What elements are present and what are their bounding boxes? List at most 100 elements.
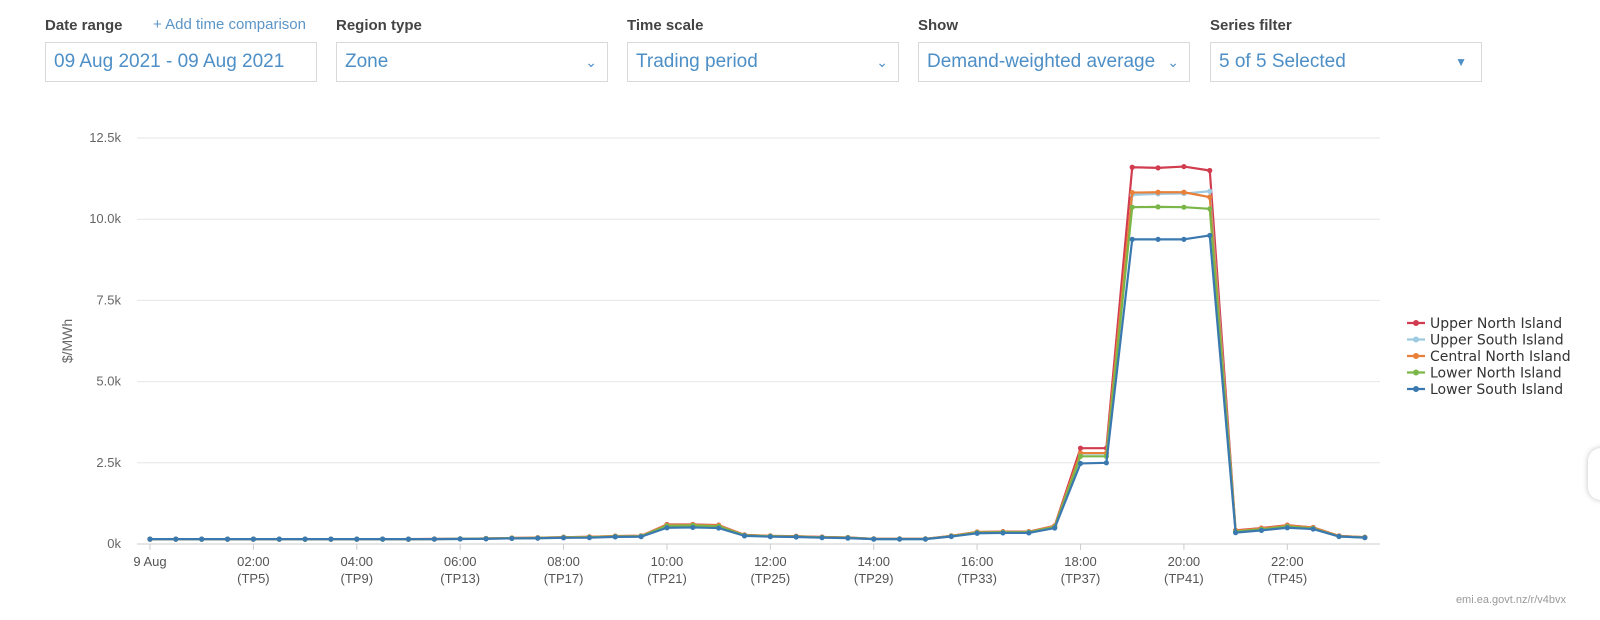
legend-swatch-dot (1413, 353, 1419, 359)
series-filter-value: 5 of 5 Selected (1219, 51, 1346, 72)
x-tick-label: 22:00 (1271, 554, 1304, 569)
data-point (1233, 530, 1239, 536)
data-point (1181, 204, 1187, 210)
chevron-down-icon: ⌄ (1167, 54, 1179, 70)
data-point (948, 533, 954, 540)
x-tick-sublabel: (TP21) (647, 571, 687, 586)
data-point (224, 536, 231, 542)
triangle-down-icon: ▼ (1455, 55, 1467, 69)
side-panel-handle[interactable] (1588, 448, 1600, 500)
data-point (1362, 535, 1368, 541)
y-axis-title: $/MWh (59, 319, 75, 363)
time-scale-control: Time scale Trading period ⌄ (627, 16, 899, 82)
x-tick-label: 10:00 (651, 554, 684, 569)
y-tick-label: 12.5k (89, 130, 121, 145)
region-type-control: Region type Zone ⌄ (336, 16, 608, 82)
region-type-label: Region type (336, 17, 422, 34)
x-tick-sublabel: (TP29) (854, 571, 894, 586)
data-point (1155, 204, 1161, 210)
data-point (1310, 526, 1316, 532)
legend-label: Central North Island (1430, 349, 1571, 365)
x-tick-label: 02:00 (237, 554, 270, 569)
data-point (1077, 453, 1084, 459)
legend-label: Upper North Island (1430, 316, 1562, 332)
chevron-down-icon: ⌄ (585, 54, 597, 70)
show-control: Show Demand-weighted average ⌄ (918, 16, 1190, 82)
time-scale-label: Time scale (627, 17, 704, 34)
series-line (150, 165, 1365, 541)
data-point (483, 536, 489, 542)
price-line-chart: 0k 2.5k 5.0k 7.5k 10.0k 12.5k $/MWh 9 Aug 02:00 (… (59, 130, 1571, 586)
data-point (1207, 188, 1213, 194)
data-point (1207, 194, 1213, 200)
data-point (1181, 189, 1187, 195)
data-point (1336, 533, 1342, 540)
data-point (1129, 204, 1135, 210)
x-tick-label: 16:00 (961, 554, 994, 569)
time-scale-value: Trading period (636, 51, 758, 72)
data-point (509, 535, 515, 542)
data-point (173, 536, 179, 542)
data-point (1181, 163, 1187, 170)
legend-item[interactable]: Upper North Island (1407, 316, 1562, 332)
data-point (922, 536, 929, 542)
show-select[interactable]: Demand-weighted average ⌄ (918, 42, 1190, 82)
data-point (1077, 460, 1084, 467)
data-point (1207, 232, 1213, 239)
x-tick-label: 20:00 (1168, 554, 1201, 569)
y-tick-label: 0k (107, 536, 121, 551)
legend-item[interactable]: Lower North Island (1407, 366, 1562, 382)
series-line (150, 205, 1365, 541)
x-tick-sublabel: (TP25) (750, 571, 790, 586)
x-tick-sublabel: (TP9) (341, 571, 374, 586)
data-point (586, 535, 593, 541)
data-point (431, 536, 437, 542)
series-filter-select[interactable]: 5 of 5 Selected ▼ (1210, 42, 1482, 82)
series-lower-south-island (147, 232, 1368, 542)
data-point (1155, 165, 1161, 171)
series-central-north-island (147, 189, 1368, 542)
x-tick-label: 04:00 (341, 554, 374, 569)
series-line (150, 190, 1365, 541)
x-tick-label: 14:00 (857, 554, 890, 569)
data-point (1129, 189, 1135, 196)
y-tick-label: 2.5k (96, 455, 121, 470)
data-point (1077, 445, 1084, 451)
legend-item[interactable]: Central North Island (1407, 349, 1571, 365)
data-point (1181, 236, 1187, 242)
y-tick-label: 10.0k (89, 211, 121, 226)
date-range-input[interactable]: 09 Aug 2021 - 09 Aug 2021 (45, 42, 317, 82)
series-filter-control: Series filter 5 of 5 Selected ▼ (1210, 16, 1482, 82)
legend-item[interactable]: Lower South Island (1407, 382, 1563, 398)
series-filter-label: Series filter (1210, 17, 1292, 34)
series-lower-north-island (147, 204, 1368, 542)
x-tick-sublabel: (TP33) (957, 571, 997, 586)
data-point (638, 534, 644, 540)
data-point (328, 536, 334, 542)
legend-swatch-dot (1413, 369, 1419, 376)
time-scale-select[interactable]: Trading period ⌄ (627, 42, 899, 82)
data-point (147, 536, 153, 542)
legend-item[interactable]: Upper South Island (1407, 333, 1564, 349)
series-line (150, 234, 1365, 541)
data-point (1052, 525, 1058, 531)
data-point (1000, 530, 1006, 536)
legend-label: Lower North Island (1430, 366, 1562, 382)
data-point (405, 536, 412, 542)
x-tick-sublabel: (TP5) (237, 571, 270, 586)
data-point (1155, 189, 1161, 195)
add-time-comparison-link[interactable]: + Add time comparison (153, 16, 306, 33)
data-point (612, 534, 618, 540)
x-tick-label: 08:00 (547, 554, 580, 569)
y-tick-label: 5.0k (96, 374, 121, 389)
data-point (1129, 164, 1135, 170)
region-type-value: Zone (345, 51, 389, 72)
region-type-select[interactable]: Zone ⌄ (336, 42, 608, 82)
data-point (1129, 236, 1135, 242)
data-point (1103, 460, 1109, 466)
data-point (560, 535, 567, 541)
legend-label: Lower South Island (1430, 382, 1563, 398)
data-point (741, 533, 748, 539)
legend-swatch-dot (1413, 386, 1419, 392)
